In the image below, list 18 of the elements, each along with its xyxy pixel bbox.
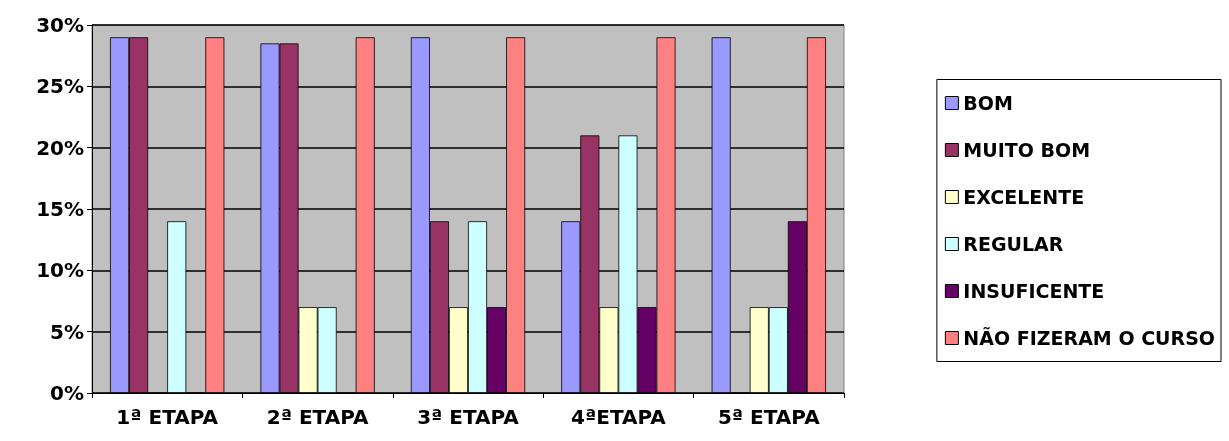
y-tick-label: 0% xyxy=(50,381,84,405)
x-tick-label: 5ª ETAPA xyxy=(717,405,821,429)
x-tick-label: 1ª ETAPA xyxy=(116,405,219,429)
legend-label: INSUFICENTE xyxy=(963,280,1105,302)
x-tick-label: 4ªETAPA xyxy=(571,405,667,429)
y-tick-label: 5% xyxy=(50,319,84,344)
y-tick-label: 10% xyxy=(36,258,84,283)
x-tick-label: 2ª ETAPA xyxy=(266,405,369,429)
legend-label: REGULAR xyxy=(963,233,1064,255)
x-tick-label: 3ª ETAPA xyxy=(417,405,520,429)
legend-label: EXCELENTE xyxy=(963,186,1085,208)
legend-label: NÃO FIZERAM O CURSO xyxy=(963,326,1215,349)
legend-label: BOM xyxy=(963,92,1013,114)
y-tick-label: 15% xyxy=(36,197,84,221)
legend-label: MUITO BOM xyxy=(963,139,1091,161)
y-tick-label: 20% xyxy=(36,135,84,160)
y-tick-label: 30% xyxy=(36,13,84,37)
y-tick-label: 25% xyxy=(36,74,84,99)
